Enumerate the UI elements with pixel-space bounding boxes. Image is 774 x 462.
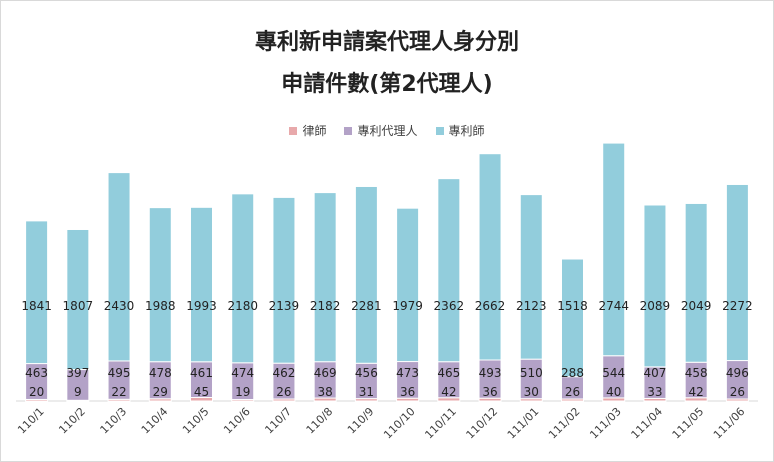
data-label-patent-attorney: 1807 (63, 299, 94, 313)
data-label-patent-agent: 496 (726, 366, 749, 380)
data-label-patent-agent: 465 (437, 366, 460, 380)
bar-patent-attorney (685, 203, 707, 362)
data-label-patent-attorney: 2182 (310, 299, 341, 313)
data-label-patent-attorney: 2123 (516, 299, 547, 313)
data-label-patent-attorney: 2744 (598, 299, 629, 313)
data-label-patent-agent: 544 (602, 366, 625, 380)
x-tick-label: 110/4 (139, 405, 171, 437)
x-tick-label: 111/06 (711, 405, 748, 442)
data-label-lawyer: 26 (276, 385, 291, 399)
data-label-patent-agent: 462 (272, 366, 295, 380)
bar-patent-attorney (438, 179, 460, 362)
bar-patent-attorney (108, 173, 130, 361)
data-label-lawyer: 26 (730, 385, 745, 399)
x-tick-label: 111/02 (546, 405, 583, 442)
bar-patent-attorney (397, 208, 419, 361)
data-label-patent-attorney: 1979 (392, 299, 423, 313)
data-label-lawyer: 45 (194, 385, 209, 399)
x-tick-label: 110/1 (15, 405, 47, 437)
data-label-patent-agent: 474 (231, 366, 254, 380)
data-label-patent-agent: 493 (479, 366, 502, 380)
data-label-patent-attorney: 1841 (21, 299, 52, 313)
bar-patent-attorney (191, 207, 213, 361)
data-label-patent-agent: 397 (66, 366, 89, 380)
data-label-lawyer: 22 (111, 385, 126, 399)
data-label-patent-attorney: 2362 (434, 299, 465, 313)
data-label-patent-agent: 456 (355, 366, 378, 380)
data-label-lawyer: 38 (318, 385, 333, 399)
data-label-lawyer: 26 (565, 385, 580, 399)
data-label-patent-attorney: 2272 (722, 299, 753, 313)
data-label-patent-agent: 463 (25, 366, 48, 380)
x-tick-label: 110/2 (56, 405, 88, 437)
bar-patent-attorney (26, 221, 48, 364)
x-tick-label: 110/11 (422, 405, 459, 442)
bar-patent-attorney (273, 197, 295, 363)
data-label-patent-agent: 407 (643, 366, 666, 380)
data-label-lawyer: 30 (524, 385, 539, 399)
data-label-patent-attorney: 2139 (269, 299, 300, 313)
x-tick-label: 111/04 (629, 405, 666, 442)
data-label-patent-agent: 458 (685, 366, 708, 380)
data-label-patent-agent: 469 (314, 366, 337, 380)
x-tick-label: 110/3 (98, 405, 130, 437)
data-label-lawyer: 42 (441, 385, 456, 399)
data-label-patent-attorney: 2089 (640, 299, 671, 313)
data-label-lawyer: 29 (153, 385, 168, 399)
data-label-patent-agent: 461 (190, 366, 213, 380)
data-label-patent-attorney: 2662 (475, 299, 506, 313)
data-label-lawyer: 36 (400, 385, 415, 399)
bar-patent-attorney (479, 154, 501, 360)
data-label-lawyer: 9 (74, 385, 82, 399)
data-label-lawyer: 42 (689, 385, 704, 399)
bar-patent-attorney (644, 205, 666, 367)
data-label-lawyer: 20 (29, 385, 44, 399)
x-tick-label: 110/5 (180, 405, 212, 437)
data-label-patent-attorney: 1988 (145, 299, 176, 313)
x-tick-label: 111/05 (670, 405, 707, 442)
bar-patent-attorney (603, 143, 625, 356)
data-label-patent-attorney: 2430 (104, 299, 135, 313)
data-label-patent-attorney: 2049 (681, 299, 712, 313)
bar-patent-attorney (149, 208, 171, 362)
x-tick-label: 110/6 (221, 405, 253, 437)
x-tick-label: 110/10 (381, 405, 418, 442)
bar-patent-attorney (232, 194, 254, 363)
x-tick-label: 111/01 (505, 405, 542, 442)
data-label-patent-attorney: 2281 (351, 299, 382, 313)
bar-patent-attorney (355, 186, 377, 363)
bar-patent-attorney (520, 195, 542, 360)
data-label-patent-attorney: 1993 (186, 299, 217, 313)
data-label-lawyer: 36 (482, 385, 497, 399)
data-label-lawyer: 33 (647, 385, 662, 399)
data-label-lawyer: 31 (359, 385, 374, 399)
data-label-patent-agent: 473 (396, 366, 419, 380)
data-label-patent-attorney: 2180 (227, 299, 258, 313)
x-tick-label: 110/8 (304, 405, 336, 437)
data-label-patent-agent: 495 (108, 366, 131, 380)
x-tick-label: 110/12 (464, 405, 501, 442)
data-label-lawyer: 19 (235, 385, 250, 399)
bar-patent-attorney (314, 193, 336, 362)
data-label-lawyer: 40 (606, 385, 621, 399)
bar-patent-attorney (562, 259, 584, 377)
data-label-patent-agent: 288 (561, 366, 584, 380)
data-label-patent-agent: 510 (520, 366, 543, 380)
x-tick-label: 110/9 (345, 405, 377, 437)
x-tick-label: 110/7 (262, 405, 294, 437)
x-tick-label: 111/03 (587, 405, 624, 442)
data-label-patent-attorney: 1518 (557, 299, 588, 313)
bar-patent-attorney (726, 184, 748, 360)
data-label-patent-agent: 478 (149, 366, 172, 380)
